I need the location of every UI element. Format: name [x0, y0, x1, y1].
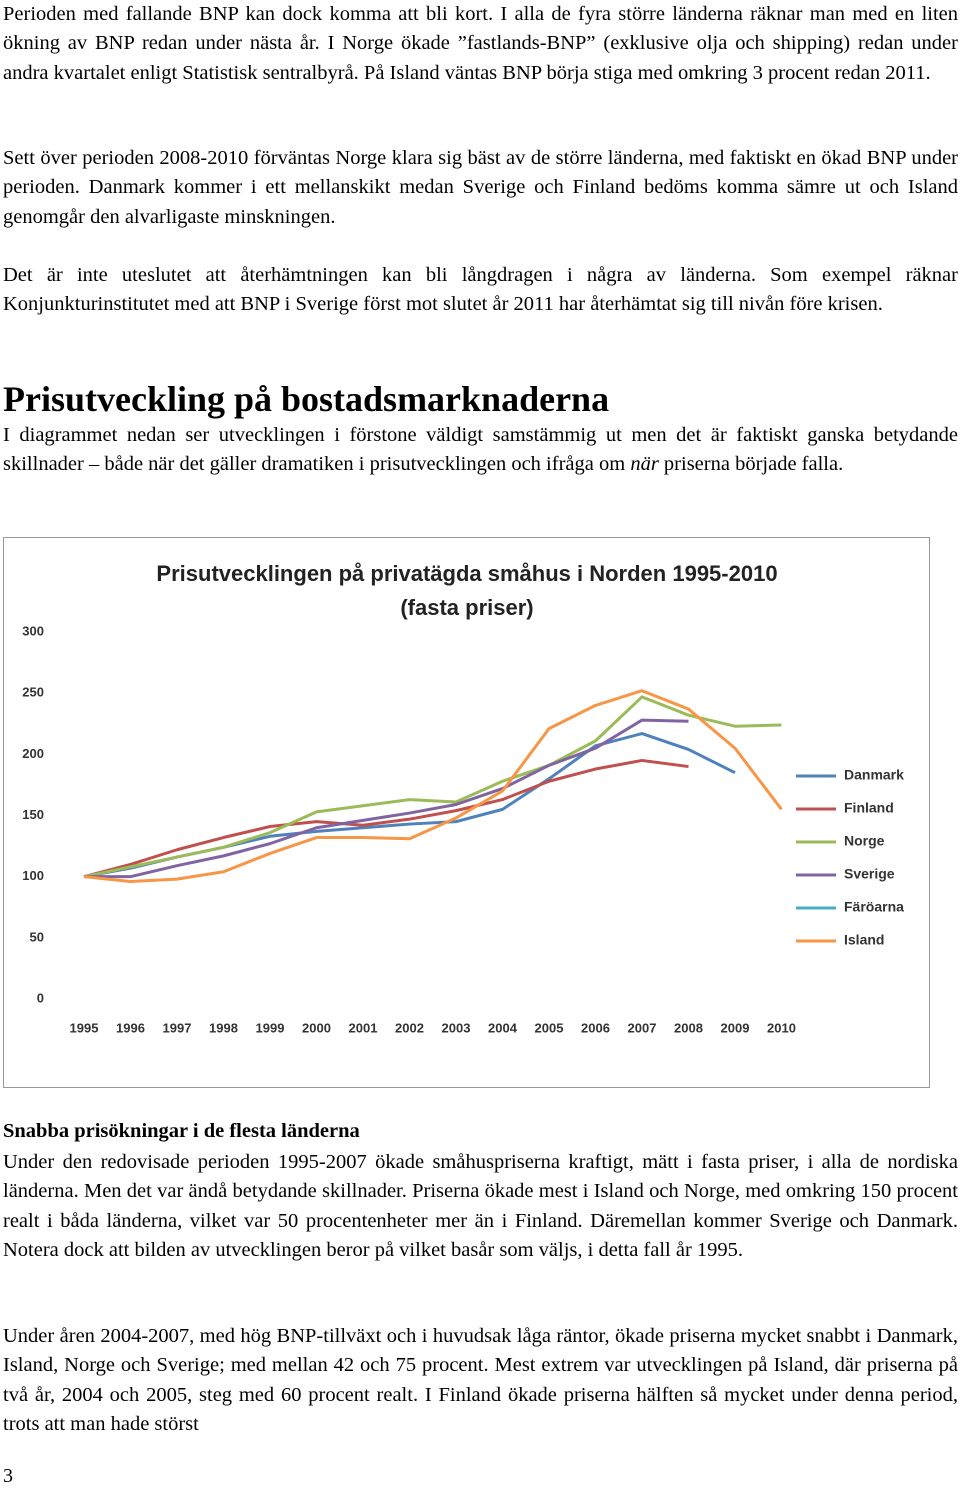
y-tick-label: 50	[30, 929, 44, 944]
x-tick-label: 2004	[488, 1020, 518, 1035]
x-tick-label: 1995	[70, 1020, 99, 1035]
x-tick-label: 1997	[163, 1020, 192, 1035]
text: priserna började falla.	[658, 453, 844, 476]
x-tick-label: 1996	[116, 1020, 145, 1035]
x-tick-label: 1999	[256, 1020, 285, 1035]
chart-title: Prisutvecklingen på privatägda småhus i …	[156, 561, 777, 586]
text: när	[630, 453, 659, 476]
series-line	[84, 718, 689, 879]
x-tick-label: 1998	[209, 1020, 238, 1035]
legend-label: Danmark	[844, 767, 904, 783]
y-tick-label: 0	[37, 990, 44, 1005]
legend-label: Finland	[844, 800, 894, 816]
section-heading: Snabba prisökningar i de flesta länderna	[3, 1120, 360, 1142]
x-tick-label: 2000	[302, 1020, 331, 1035]
paragraph: Sett över perioden 2008-2010 förväntas N…	[3, 147, 958, 228]
y-tick-label: 150	[22, 807, 44, 822]
y-tick-label: 250	[22, 685, 44, 700]
x-tick-label: 2003	[442, 1020, 471, 1035]
x-tick-label: 2007	[628, 1020, 657, 1035]
legend-label: Sverige	[844, 866, 895, 882]
paragraph: Under den redovisade perioden 1995-2007 …	[3, 1151, 958, 1261]
series-line	[83, 689, 783, 884]
paragraph: Det är inte uteslutet att återhämtningen…	[3, 264, 958, 316]
x-tick-label: 2008	[674, 1020, 703, 1035]
page-number: 3	[3, 1465, 13, 1487]
x-tick-label: 2006	[581, 1020, 610, 1035]
chart-subtitle: (fasta priser)	[400, 595, 533, 620]
x-tick-label: 2009	[721, 1020, 750, 1035]
series-line	[83, 695, 782, 879]
legend-label: Färöarna	[844, 899, 904, 915]
legend-label: Island	[844, 932, 884, 948]
series-line	[83, 758, 689, 879]
x-tick-label: 2001	[349, 1020, 378, 1035]
x-tick-label: 2005	[535, 1020, 564, 1035]
y-tick-label: 100	[22, 868, 44, 883]
text: I diagrammet nedan ser utvecklingen i fö…	[3, 424, 958, 476]
paragraph: Under åren 2004-2007, med hög BNP-tillvä…	[3, 1325, 958, 1435]
y-tick-label: 300	[22, 623, 44, 638]
section-heading: Prisutveckling på bostadsmarknaderna	[3, 379, 610, 419]
legend-label: Norge	[844, 833, 885, 849]
x-tick-label: 2010	[767, 1020, 796, 1035]
x-tick-label: 2002	[395, 1020, 424, 1035]
chart: Prisutvecklingen på privatägda småhus i …	[3, 537, 930, 1088]
paragraph: I diagrammet nedan ser utvecklingen i fö…	[3, 421, 958, 480]
y-tick-label: 200	[22, 746, 44, 761]
paragraph: Perioden med fallande BNP kan dock komma…	[3, 3, 958, 84]
